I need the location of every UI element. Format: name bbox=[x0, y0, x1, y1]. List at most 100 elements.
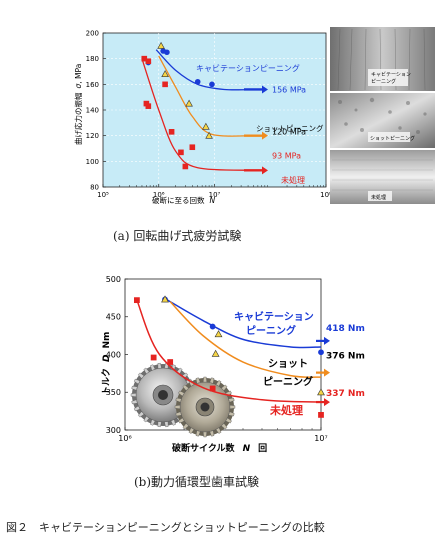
gear-tooth bbox=[215, 380, 222, 387]
gear-tooth bbox=[131, 385, 138, 391]
b-ytick-label: 450 bbox=[106, 313, 121, 322]
chart-b-caption: (b)動力循環型歯車試験 bbox=[134, 474, 259, 489]
chart-b-xlabel: 破断サイクル数 N 回 bbox=[172, 442, 267, 454]
gear-tooth bbox=[195, 430, 201, 437]
gear-tooth bbox=[131, 399, 138, 405]
a-curve-1 bbox=[158, 55, 254, 137]
a-xtick-label: 10⁶ bbox=[153, 191, 165, 199]
a-ytick-label: 100 bbox=[86, 158, 99, 166]
gear-tooth bbox=[174, 404, 181, 410]
gear-tooth bbox=[215, 427, 222, 434]
gear-tooth bbox=[143, 367, 150, 375]
gear-tooth bbox=[195, 377, 201, 384]
chart-a-series-label-cav: キャビテーションピーニング bbox=[196, 63, 300, 73]
gear-tooth bbox=[228, 411, 235, 417]
a-point-shot bbox=[205, 131, 213, 139]
a-point-untreated bbox=[145, 58, 152, 65]
b-ytick-label: 500 bbox=[106, 275, 121, 284]
a-ytick-label: 200 bbox=[86, 29, 99, 37]
a-point-untreated bbox=[145, 103, 152, 109]
b-point-cav bbox=[318, 349, 324, 356]
gear-tooth bbox=[157, 362, 162, 369]
a-point-shot bbox=[161, 70, 169, 78]
gear-tooth bbox=[182, 384, 189, 391]
gear-tooth bbox=[130, 392, 137, 398]
b-limit-arrow-head bbox=[324, 368, 330, 377]
a-point-cav bbox=[164, 49, 170, 56]
a-point-cav bbox=[194, 78, 201, 85]
a-curve-2 bbox=[141, 58, 254, 171]
a-point-untreated bbox=[182, 163, 189, 170]
a-point-untreated bbox=[141, 55, 148, 62]
b-point-shot bbox=[211, 349, 220, 357]
chart-a-points bbox=[141, 41, 215, 170]
chart-a-series-label-shot: ショットピーニング bbox=[256, 123, 324, 133]
gear-tooth bbox=[143, 415, 150, 423]
chart-b-ylabel: トルクDNm bbox=[101, 332, 112, 395]
b-limit-label: 376 Nm bbox=[326, 352, 365, 362]
b-point-shot bbox=[161, 295, 169, 303]
a-ytick-label: 80 bbox=[90, 183, 99, 191]
a-point-shot bbox=[202, 122, 210, 130]
gear-tooth bbox=[225, 417, 232, 424]
b-xtick-label: 10⁶ bbox=[118, 434, 131, 443]
chart-a-xlabel: 破断に至る回数 N bbox=[152, 195, 216, 205]
gear-tooth bbox=[202, 376, 208, 383]
b-curve-2 bbox=[136, 299, 322, 403]
gear-tooth bbox=[188, 427, 195, 434]
chart-a-limit-arrows: 156 MPa 120 MPa 93 MPa bbox=[244, 85, 306, 175]
a-limit-arrow-head bbox=[262, 166, 268, 175]
chart-b-label-cav: キャビテーション ピーニング bbox=[234, 310, 317, 337]
b-limit-label: 337 Nm bbox=[326, 389, 365, 399]
a-limit-arrow-head bbox=[262, 85, 268, 94]
b-ytick-label: 400 bbox=[106, 350, 121, 359]
b-point-untreated bbox=[209, 385, 216, 392]
b-limit-label: 418 Nm bbox=[326, 324, 365, 334]
a-ytick-label: 160 bbox=[86, 81, 99, 89]
gear-tooth bbox=[209, 430, 215, 437]
b-ytick-label: 300 bbox=[106, 426, 121, 435]
gear-tooth bbox=[164, 421, 169, 428]
gear-tooth bbox=[229, 404, 236, 410]
gear-tooth bbox=[133, 405, 141, 412]
b-point-untreated bbox=[150, 354, 157, 361]
a-point-untreated bbox=[168, 129, 175, 135]
chart-b-ticks: 300 350 400 450 500 10⁶ 10⁷ bbox=[106, 275, 328, 443]
a-point-shot bbox=[185, 99, 193, 107]
chart-a-gridlines bbox=[103, 33, 326, 187]
gear-tooth bbox=[178, 417, 185, 424]
photo-shot-texture bbox=[338, 97, 427, 134]
chart-b-fit-curves bbox=[136, 297, 322, 403]
b-curve-1 bbox=[169, 301, 322, 378]
a-limit-label: 156 MPa bbox=[272, 85, 306, 94]
gear-tooth bbox=[175, 397, 182, 403]
photo-untreated-texture bbox=[332, 159, 433, 191]
gear-tooth bbox=[221, 423, 228, 430]
b-point-shot bbox=[317, 388, 325, 396]
a-point-shot bbox=[157, 41, 165, 49]
b-ytick-label: 350 bbox=[106, 388, 121, 397]
a-ytick-label: 180 bbox=[86, 55, 99, 63]
figure-caption: 図２ キャビテーションピーニングとショットピーニングの比較 bbox=[6, 520, 325, 534]
a-xtick-label: 10⁵ bbox=[97, 191, 109, 199]
gear-tooth bbox=[221, 384, 228, 391]
chart-a: 80 100 120 140 160 180 200 10⁵ 10⁶ 10⁷ 10⁸ 156 MPa… bbox=[73, 29, 332, 205]
b-point-cav bbox=[209, 323, 216, 330]
photo-cavitation-label: キャビテーションピーニング bbox=[371, 71, 411, 85]
chart-a-ticks: 80 100 120 140 160 180 200 10⁵ 10⁶ 10⁷ 10⁸ bbox=[86, 29, 332, 199]
gear-tooth bbox=[178, 390, 185, 397]
a-ytick-label: 140 bbox=[86, 106, 99, 114]
chart-b-label-shot: ショット ピーニング bbox=[263, 358, 313, 388]
b-curve-0 bbox=[164, 297, 322, 349]
gear-tooth bbox=[137, 411, 145, 418]
gear-tooth bbox=[175, 411, 182, 417]
chart-b: 300 350 400 450 500 10⁶ 10⁷ 418 Nm 376 Nm 337 Nm… bbox=[101, 275, 365, 454]
a-point-untreated bbox=[178, 149, 184, 156]
gear-tooth bbox=[150, 364, 156, 371]
gear-tooth bbox=[228, 397, 235, 403]
gear-right bbox=[174, 376, 236, 438]
gear-tooth bbox=[150, 419, 156, 426]
gear-tooth bbox=[137, 372, 145, 379]
photo-untreated-label: 未処理 bbox=[371, 194, 386, 201]
a-limit-label: 120 MPa bbox=[272, 128, 306, 137]
